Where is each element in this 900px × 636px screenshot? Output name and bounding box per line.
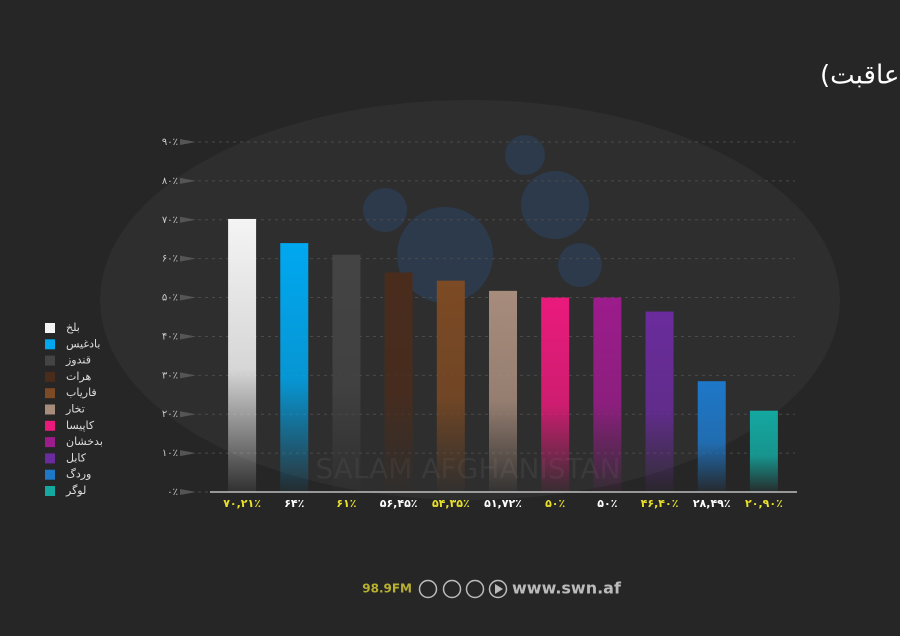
value-label: ۷۰,۲۱٪ — [223, 497, 261, 510]
legend-swatch — [45, 339, 55, 350]
watermark: SALAM AFGHANISTAN — [315, 452, 620, 485]
chart-title: حاصلات کمه‌یشی (اساسی عاقبت) — [820, 61, 900, 91]
legend-swatch — [45, 323, 55, 333]
tick-mark — [180, 333, 196, 340]
plot: ۰٪ ۱۰٪ ۲۰٪ ۳۰٪ ۴۰٪ ۵۰٪ ۶۰٪ ۷۰٪ ۸۰٪ ۹۰٪ ۷۰,۲۱٪ بلخ ۶۴… — [45, 137, 795, 510]
bar — [697, 381, 726, 492]
legend-swatch — [45, 371, 55, 382]
y-tick-label: ۲۰٪ — [162, 409, 178, 420]
legend-label: هرات — [66, 370, 91, 383]
value-label: ۲۸,۴۹٪ — [693, 497, 731, 510]
value-label: ۶۱٪ — [336, 497, 356, 510]
legend-label: بلخ — [66, 321, 80, 334]
social-icons — [418, 579, 508, 599]
tick-mark — [180, 489, 196, 495]
tick-mark — [180, 139, 196, 145]
tick-mark — [180, 372, 196, 379]
bar — [228, 218, 257, 492]
bar — [384, 272, 413, 492]
tick-mark — [180, 294, 196, 301]
radio-frequency: 98.9FM — [362, 582, 412, 596]
bar — [489, 290, 517, 492]
decor-circle — [521, 171, 589, 239]
tick-mark — [180, 450, 196, 457]
legend-label: قندوز — [65, 354, 91, 367]
y-tick-label: ۹۰٪ — [162, 137, 178, 148]
tick-mark — [180, 177, 196, 184]
bar — [749, 410, 778, 492]
value-label: ۵۴,۳۵٪ — [432, 497, 470, 510]
value-label: ۶۴٪ — [284, 497, 304, 510]
decor-circle — [397, 207, 493, 303]
legend-swatch — [45, 388, 55, 399]
website: www.swn.af — [512, 579, 622, 598]
legend-swatch — [45, 469, 55, 480]
legend-swatch — [45, 420, 55, 431]
y-tick-label: ۴۰٪ — [162, 331, 178, 342]
y-tick-label: ۷۰٪ — [162, 215, 178, 226]
legend-swatch — [45, 486, 55, 496]
tick-mark — [180, 255, 196, 262]
legend-label: کاپیسا — [66, 419, 95, 432]
legend-label: بدخشان — [66, 435, 103, 448]
bar — [593, 297, 622, 492]
legend-swatch — [45, 437, 55, 448]
legend-swatch — [45, 404, 55, 415]
legend-swatch — [45, 355, 55, 366]
legend-swatch — [45, 453, 55, 464]
y-tick-label: ۱۰٪ — [162, 448, 178, 459]
tick-mark — [180, 411, 196, 418]
value-label: ۵۰٪ — [545, 497, 565, 510]
bar — [280, 243, 309, 492]
value-label: ۲۰,۹۰٪ — [745, 497, 783, 510]
value-label: ۵۰٪ — [597, 497, 617, 510]
decor-circle — [363, 188, 407, 232]
legend-label: وردگ — [66, 468, 91, 481]
y-tick-label: ۰٪ — [167, 487, 178, 498]
y-tick-label: ۵۰٪ — [162, 293, 178, 304]
legend-label: لوگر — [65, 484, 86, 497]
value-label: ۵۱,۷۲٪ — [484, 497, 522, 510]
legend-label: فاریاب — [66, 386, 97, 399]
map-backdrop — [100, 100, 840, 500]
decor-circle — [558, 243, 602, 287]
y-tick-label: ۳۰٪ — [162, 370, 178, 381]
y-tick-label: ۶۰٪ — [162, 254, 178, 265]
legend-label: تخار — [65, 403, 85, 416]
decor-circle — [505, 135, 545, 175]
legend-label: کابل — [66, 451, 87, 464]
bar — [541, 297, 570, 492]
bar — [332, 254, 361, 492]
y-tick-label: ۸۰٪ — [162, 176, 178, 187]
tick-mark — [180, 216, 196, 223]
bar — [645, 311, 674, 492]
value-label: ۵۶,۴۵٪ — [380, 497, 418, 510]
value-label: ۴۶,۴۰٪ — [641, 497, 679, 510]
bar — [436, 280, 465, 492]
legend-label: بادغیس — [66, 337, 100, 350]
